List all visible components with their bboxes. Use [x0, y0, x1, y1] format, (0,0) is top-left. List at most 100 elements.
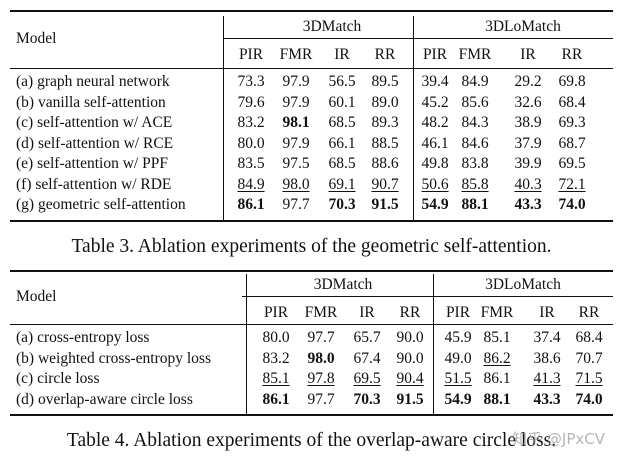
metric-header-1: FMR — [279, 46, 313, 63]
table-3-caption: Table 3. Ablation experiments of the geo… — [71, 236, 552, 257]
metric-header-0: PIR — [263, 304, 289, 321]
bottom-rule — [10, 414, 613, 416]
metric-header-4: PIR — [445, 304, 471, 321]
table-cell: 68.7 — [558, 134, 586, 152]
metric-header-7: RR — [578, 304, 600, 321]
table-cell: 80.0 — [237, 134, 265, 152]
metric-header-1: FMR — [304, 304, 338, 321]
group-divider — [433, 274, 434, 416]
group-divider — [413, 16, 414, 222]
group-underline — [224, 38, 613, 39]
table-cell: 69.5 — [558, 155, 586, 172]
table-cell: 83.5 — [237, 155, 265, 172]
row-label: (d) self-attention w/ RCE — [16, 134, 174, 152]
table-cell: 54.9 — [444, 390, 472, 408]
table-cell: 66.1 — [328, 134, 356, 152]
table-cell: 79.6 — [237, 93, 265, 111]
table-cell: 86.1 — [483, 370, 511, 387]
group-header-3dlomatch: 3DLoMatch — [485, 18, 561, 35]
table-cell: 88.5 — [371, 134, 399, 152]
table-cell: 56.5 — [328, 73, 356, 90]
table-cell: 48.2 — [421, 114, 449, 131]
table-row: (b) vanilla self-attention 79.6 97.9 60.1 89… — [10, 93, 613, 114]
table-cell: 85.1 — [262, 370, 290, 387]
table-cell: 86.1 — [237, 196, 265, 213]
header-rule — [10, 68, 613, 69]
table-cell: 50.6 — [421, 175, 449, 193]
table-cell: 39.4 — [421, 73, 449, 90]
table-cell: 91.5 — [371, 196, 399, 213]
table-cell: 49.0 — [444, 349, 472, 367]
table-cell: 98.0 — [307, 349, 335, 367]
table-row: (g) geometric self-attention 86.1 97.7 70.3… — [10, 195, 613, 216]
table-cell: 69.8 — [558, 73, 586, 90]
table-cell: 73.3 — [237, 73, 265, 90]
table-cell: 41.3 — [533, 370, 561, 387]
table-4: Model 3DMatch 3DLoMatch PIR FMR IR RR PIR FMR… — [10, 268, 613, 420]
table-3: Model 3DMatch 3DLoMatch PIR FMR IR RR PIR FMR… — [10, 6, 613, 238]
metric-header-7: RR — [561, 46, 583, 63]
table-cell: 90.0 — [396, 349, 424, 367]
column-divider — [246, 274, 247, 416]
group-header-3dmatch: 3DMatch — [302, 18, 362, 35]
table-cell: 68.4 — [558, 93, 586, 111]
row-label: (d) overlap-aware circle loss — [16, 390, 193, 408]
metric-header-3: RR — [399, 304, 421, 321]
table-cell: 45.9 — [444, 329, 472, 346]
table-cell: 89.3 — [371, 114, 399, 131]
row-label: (b) weighted cross-entropy loss — [16, 349, 211, 367]
model-header: Model — [16, 30, 57, 47]
table-cell: 86.1 — [262, 390, 290, 408]
table-cell: 89.0 — [371, 93, 399, 111]
table-cell: 37.9 — [514, 134, 542, 152]
table-cell: 97.7 — [307, 329, 335, 346]
table-cell: 97.7 — [307, 390, 335, 408]
table-row: (a) graph neural network 73.3 97.9 56.5 89.5… — [10, 72, 613, 93]
table-cell: 68.4 — [575, 329, 603, 346]
table-cell: 83.8 — [461, 155, 489, 172]
table-cell: 69.5 — [353, 370, 381, 387]
table-cell: 88.6 — [371, 155, 399, 172]
row-label: (f) self-attention w/ RDE — [16, 175, 172, 193]
table-cell: 97.9 — [282, 73, 310, 90]
table-cell: 74.0 — [558, 196, 586, 213]
table-cell: 70.3 — [328, 196, 356, 213]
table-cell: 46.1 — [421, 134, 449, 152]
table-cell: 69.1 — [328, 175, 356, 193]
table-cell: 74.0 — [575, 390, 603, 408]
metric-header-5: FMR — [458, 46, 492, 63]
row-label: (a) graph neural network — [16, 73, 170, 90]
table-cell: 91.5 — [396, 390, 424, 408]
table-cell: 90.7 — [371, 175, 399, 193]
table-cell: 72.1 — [558, 175, 586, 193]
column-divider — [223, 16, 224, 222]
row-label: (c) circle loss — [16, 370, 100, 387]
table-cell: 39.9 — [514, 155, 542, 172]
group-underline — [242, 296, 613, 297]
table-cell: 43.3 — [514, 196, 542, 213]
table-cell: 70.3 — [353, 390, 381, 408]
table-cell: 67.4 — [353, 349, 381, 367]
row-label: (a) cross-entropy loss — [16, 329, 150, 346]
table-cell: 38.9 — [514, 114, 542, 131]
table-cell: 84.3 — [461, 114, 489, 131]
table-cell: 68.5 — [328, 155, 356, 172]
table-cell: 97.8 — [307, 370, 335, 387]
table-row: (d) overlap-aware circle loss 86.1 97.7 70.… — [10, 390, 613, 411]
table-cell: 97.9 — [282, 93, 310, 111]
table-cell: 83.2 — [262, 349, 290, 367]
table-row: (f) self-attention w/ RDE 84.9 98.0 69.1 90.… — [10, 175, 613, 196]
table-cell: 68.5 — [328, 114, 356, 131]
table-cell: 37.4 — [533, 329, 561, 346]
table-cell: 54.9 — [421, 196, 449, 213]
table-cell: 90.4 — [396, 370, 424, 387]
table-cell: 71.5 — [575, 370, 603, 387]
table-row: (c) circle loss 85.1 97.8 69.5 90.4 51.5 86.1 4… — [10, 369, 613, 390]
table-cell: 88.1 — [461, 196, 489, 213]
table-row: (b) weighted cross-entropy loss 83.2 98.0 6… — [10, 349, 613, 370]
table-cell: 43.3 — [533, 390, 561, 408]
table-cell: 85.8 — [461, 175, 489, 193]
group-header-3dlomatch: 3DLoMatch — [485, 276, 561, 293]
model-header: Model — [16, 288, 57, 305]
table-cell: 84.9 — [237, 175, 265, 193]
